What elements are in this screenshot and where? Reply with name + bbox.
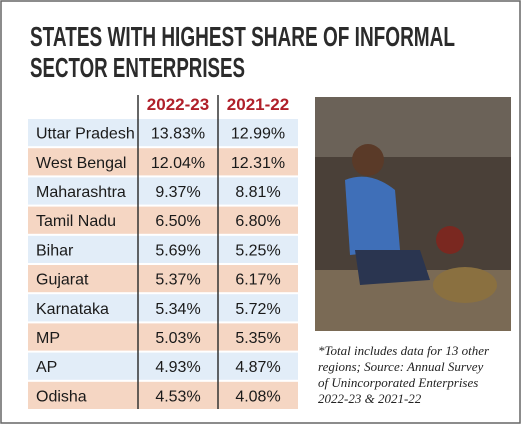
state-name: AP: [36, 359, 57, 376]
share-value: 6.50%: [155, 213, 200, 230]
share-value: 4.87%: [235, 359, 280, 376]
row-background: [28, 119, 298, 147]
row-background: [28, 235, 298, 263]
share-value: 5.25%: [235, 242, 280, 259]
row-background: [28, 352, 298, 380]
photo-wheel: [436, 226, 464, 254]
share-value: 8.81%: [235, 184, 280, 201]
row-background: [28, 177, 298, 205]
share-value: 4.08%: [235, 388, 280, 405]
row-background: [28, 381, 298, 409]
row-background: [28, 148, 298, 176]
state-name: Uttar Pradesh: [36, 126, 135, 143]
footnote-line: of Unincorporated Enterprises: [318, 375, 478, 390]
state-name: West Bengal: [36, 155, 126, 172]
state-name: Karnataka: [36, 301, 109, 318]
title-line: STATES WITH HIGHEST SHARE OF INFORMAL: [30, 21, 455, 52]
row-background: [28, 206, 298, 234]
share-value: 4.53%: [155, 388, 200, 405]
share-value: 5.69%: [155, 242, 200, 259]
title-line: SECTOR ENTERPRISES: [30, 52, 245, 83]
photo-shirt: [345, 176, 400, 255]
share-value: 5.72%: [235, 301, 280, 318]
table: 2022-23 2021-22 Uttar Pradesh 13.83% 12.99% W…: [28, 95, 298, 409]
row-background: [28, 265, 298, 293]
share-value: 13.83%: [151, 126, 205, 143]
share-value: 6.80%: [235, 213, 280, 230]
share-value: 4.93%: [155, 359, 200, 376]
photo-legs: [355, 250, 430, 285]
share-value: 5.34%: [155, 301, 200, 318]
share-value: 9.37%: [155, 184, 200, 201]
state-name: Gujarat: [36, 272, 89, 289]
share-value: 12.31%: [231, 155, 285, 172]
share-value: 5.35%: [235, 330, 280, 347]
photo-pot: [433, 267, 497, 303]
column-header: 2021-22: [227, 95, 289, 114]
footnote: *Total includes data for 13 otherregions…: [318, 343, 490, 406]
photo-wall: [315, 97, 511, 157]
share-value: 6.17%: [235, 272, 280, 289]
share-value: 12.99%: [231, 126, 285, 143]
row-background: [28, 294, 298, 322]
state-name: MP: [36, 330, 60, 347]
photo-head: [352, 144, 384, 176]
footnote-line: regions; Source: Annual Survey: [318, 359, 483, 374]
footnote-line: *Total includes data for 13 other: [318, 343, 490, 358]
row-background: [28, 323, 298, 351]
share-value: 12.04%: [151, 155, 205, 172]
state-name: Odisha: [36, 388, 87, 405]
share-value: 5.37%: [155, 272, 200, 289]
state-name: Bihar: [36, 242, 74, 259]
footnote-line: 2022-23 & 2021-22: [318, 391, 422, 406]
column-header: 2022-23: [147, 95, 209, 114]
photo: [315, 97, 511, 331]
share-value: 5.03%: [155, 330, 200, 347]
state-name: Maharashtra: [36, 184, 126, 201]
state-name: Tamil Nadu: [36, 213, 116, 230]
